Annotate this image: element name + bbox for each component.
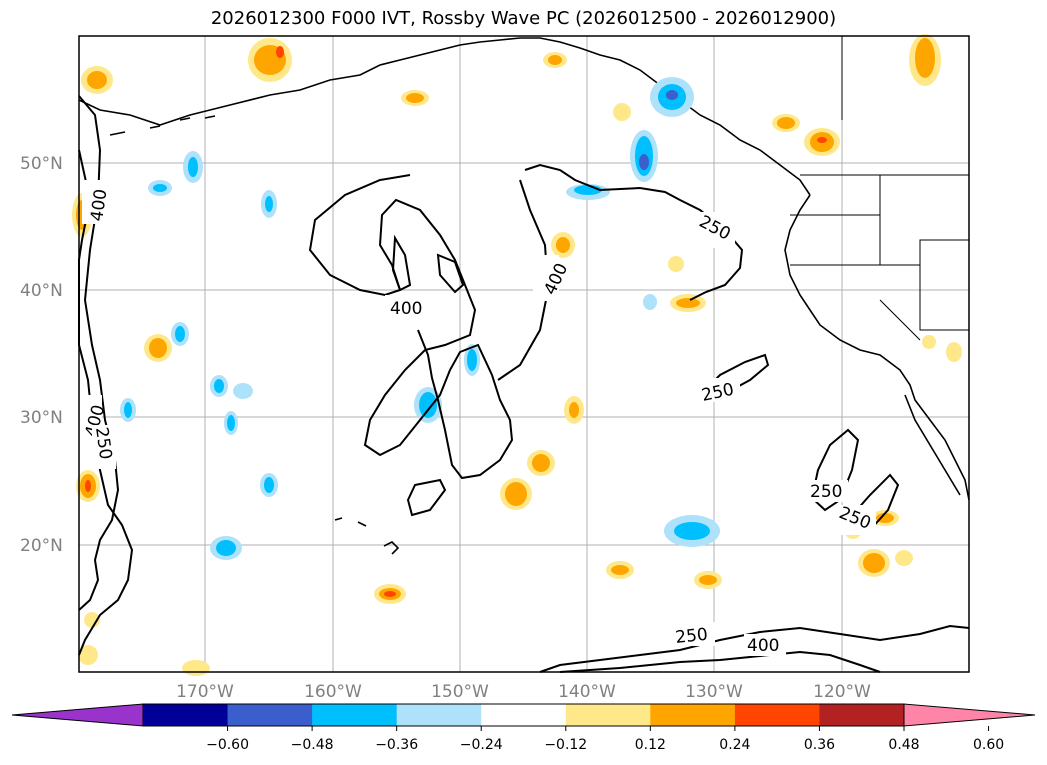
contour-label-400-west-top: 400 bbox=[87, 188, 111, 223]
colorbar-segment bbox=[312, 704, 398, 726]
anomaly-shading bbox=[72, 34, 962, 676]
coastlines bbox=[78, 37, 970, 555]
colorbar-tick-label: 0.60 bbox=[973, 737, 1004, 753]
colorbar-tick-label: 0.24 bbox=[719, 737, 750, 753]
lat-label-20n: 20°N bbox=[20, 536, 63, 556]
colorbar-segments bbox=[143, 704, 905, 726]
colorbar-frame bbox=[142, 703, 905, 727]
lon-label-140w: 140°W bbox=[558, 682, 616, 702]
negative-anomalies-strong bbox=[124, 84, 710, 556]
longitude-labels: 170°W 160°W 150°W 140°W 130°W 120°W bbox=[176, 682, 871, 702]
lon-label-160w: 160°W bbox=[304, 682, 362, 702]
negative-anomalies-peak bbox=[639, 90, 678, 170]
colorbar-tick-label: −0.36 bbox=[375, 737, 418, 753]
baja-coastline bbox=[904, 394, 961, 496]
colorbar-tick-label: −0.12 bbox=[544, 737, 587, 753]
colorbar-segment bbox=[734, 704, 820, 726]
west-coast-coastline bbox=[784, 194, 970, 501]
colorbar-left-extension bbox=[11, 703, 144, 727]
colorbar-tick-label: 0.36 bbox=[804, 737, 835, 753]
contour-wave-400 bbox=[308, 174, 514, 480]
colorbar-tick-label: −0.24 bbox=[460, 737, 503, 753]
lon-label-130w: 130°W bbox=[685, 682, 743, 702]
lat-label-30n: 30°N bbox=[20, 408, 63, 428]
contour-label-400-south: 400 bbox=[747, 636, 779, 656]
contour-label-400-center: 400 bbox=[390, 299, 422, 319]
alaska-coastline bbox=[78, 37, 811, 196]
contour-south-250 bbox=[539, 624, 970, 673]
colorbar-segment bbox=[819, 704, 905, 726]
colorbar-segment bbox=[650, 704, 736, 726]
lat-label-50n: 50°N bbox=[20, 154, 63, 174]
contour-250-se1 bbox=[810, 428, 860, 512]
contour-wave-400b bbox=[524, 163, 744, 301]
aleutian-islands bbox=[109, 115, 216, 136]
contour-label-250-west: 250 bbox=[91, 426, 115, 461]
contour-west-250 bbox=[78, 149, 134, 656]
political-boundaries bbox=[790, 36, 969, 341]
colorbar: −0.60 −0.48 −0.36 −0.24 −0.12 0.12 0.24 0.36 0.4… bbox=[11, 703, 1036, 753]
contour-inner-b bbox=[436, 253, 465, 294]
colorbar-tick-label: 0.12 bbox=[635, 737, 666, 753]
colorbar-tick-label: −0.60 bbox=[206, 737, 249, 753]
contour-inner-a bbox=[391, 234, 412, 292]
colorbar-ticks: −0.60 −0.48 −0.36 −0.24 −0.12 0.12 0.24 0.36 0.4… bbox=[206, 726, 1004, 753]
colorbar-segment bbox=[143, 704, 229, 726]
lat-label-40n: 40°N bbox=[20, 281, 63, 301]
contour-label-250-southeast-1: 250 bbox=[810, 482, 842, 502]
lon-label-150w: 150°W bbox=[431, 682, 489, 702]
colorbar-segment bbox=[396, 704, 482, 726]
colorbar-tick-label: 0.48 bbox=[888, 737, 919, 753]
contour-island-a bbox=[406, 478, 447, 517]
contour-labels: 400 400 250 400 400 250 250 250 250 250 … bbox=[78, 180, 876, 656]
lon-label-170w: 170°W bbox=[176, 682, 234, 702]
lon-label-120w: 120°W bbox=[813, 682, 871, 702]
plot-border bbox=[78, 35, 970, 673]
gridlines bbox=[79, 36, 969, 672]
colorbar-right-extension bbox=[903, 703, 1036, 727]
positive-anomalies-peak bbox=[85, 46, 827, 597]
colorbar-segment bbox=[227, 704, 313, 726]
positive-anomalies-strong bbox=[76, 38, 935, 600]
colorbar-tick-label: −0.48 bbox=[291, 737, 334, 753]
colorbar-segment bbox=[565, 704, 651, 726]
state-lines bbox=[790, 175, 969, 341]
hawaii-islands bbox=[334, 517, 400, 555]
map-title: 2026012300 F000 IVT, Rossby Wave PC (202… bbox=[210, 8, 837, 29]
contour-label-250-south: 250 bbox=[674, 625, 708, 648]
colorbar-segment bbox=[481, 704, 567, 726]
latitude-labels: 50°N 40°N 30°N 20°N bbox=[20, 154, 63, 556]
plot-background bbox=[79, 36, 969, 672]
